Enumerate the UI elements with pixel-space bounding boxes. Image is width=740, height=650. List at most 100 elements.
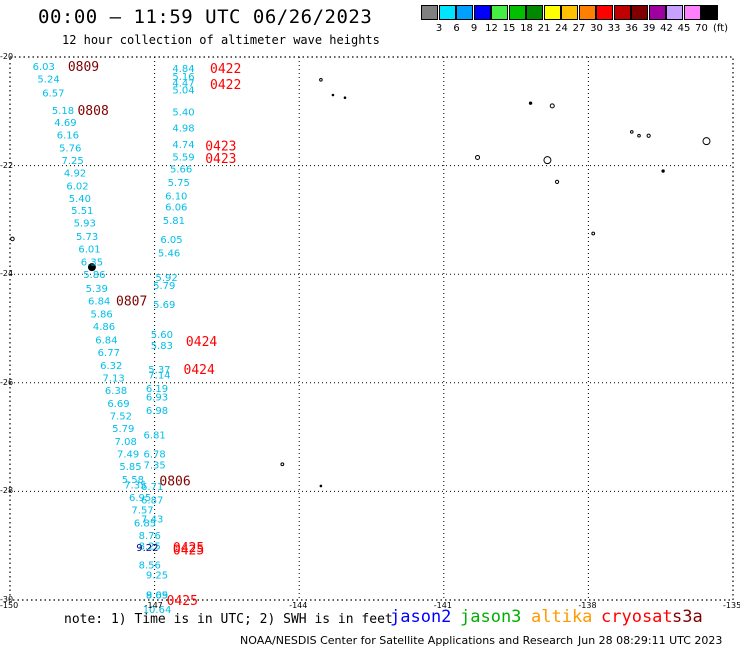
island-outline: [549, 103, 555, 109]
legend-label: 6: [453, 23, 460, 34]
swh-value: 6.16: [57, 131, 79, 142]
swh-value: 7.14: [148, 371, 170, 382]
longitude-tick-label: -141: [433, 601, 452, 610]
swh-value: 5.40: [172, 107, 194, 118]
island-outline: [319, 78, 323, 82]
island-outline: [475, 154, 481, 160]
footer-credit: NOAA/NESDIS Center for Satellite Applica…: [240, 634, 574, 647]
swh-value: 6.84: [88, 296, 110, 307]
island-outline: [637, 133, 641, 138]
swh-value: 6.32: [100, 361, 122, 372]
legend-label: 36: [625, 23, 638, 34]
swh-value: 7.35: [124, 480, 146, 491]
swh-value: 6.01: [78, 245, 100, 256]
swh-value: 9.05: [146, 591, 168, 602]
legend-label: 24: [555, 23, 568, 34]
track-time-label: 0425: [173, 544, 204, 559]
swh-value: 8.56: [139, 561, 161, 572]
legend-swatch: [456, 5, 473, 20]
legend-swatch: [526, 5, 543, 20]
island-outline: [646, 133, 651, 138]
swh-value: 5.51: [71, 206, 93, 217]
swh-value: 5.76: [59, 144, 81, 155]
swh-value: 6.78: [143, 449, 165, 460]
island-outline: [87, 263, 96, 272]
legend-swatch: [701, 5, 718, 20]
swh-value: 5.46: [158, 248, 180, 259]
swh-value: 5.58: [122, 475, 144, 486]
track-time-label: 0422: [210, 62, 241, 77]
swh-value: 7.57: [131, 505, 153, 516]
track-time-label: 0806: [159, 475, 190, 490]
legend-label: 42: [660, 23, 673, 34]
legend-swatch: [613, 5, 631, 20]
swh-value: 5.86: [90, 309, 112, 320]
track-time-label: 0425: [167, 594, 198, 609]
swh-value: 4.98: [172, 124, 194, 135]
page-subtitle: 12 hour collection of altimeter wave hei…: [62, 33, 380, 47]
satellite-name-altika: altika: [531, 607, 593, 627]
swh-value: 8.69: [146, 591, 168, 602]
legend-swatch: [491, 5, 508, 20]
legend-label: 27: [572, 23, 586, 34]
swh-value: 4.84: [172, 64, 194, 75]
island-outline: [554, 179, 560, 184]
swh-value: 6.87: [141, 496, 163, 507]
legend-label: 45: [677, 23, 691, 34]
satellite-name-jason2: jason2: [390, 607, 452, 627]
legend-swatch: [438, 5, 456, 20]
swh-value: 4.86: [93, 322, 115, 333]
swh-value: 6.93: [146, 392, 168, 403]
legend-swatch: [561, 5, 578, 20]
legend-unit: (ft): [712, 23, 729, 34]
island-outline: [10, 236, 15, 242]
satellite-name-s3a: s3a: [672, 607, 703, 627]
latitude-tick-label: -26: [0, 377, 14, 387]
swh-value: 8.25: [139, 542, 161, 553]
swh-value: 6.69: [107, 399, 129, 410]
island-outline: [319, 484, 323, 488]
swh-value: 5.16: [172, 72, 194, 83]
swh-value: 5.18: [52, 106, 74, 117]
swh-value: 5.69: [153, 300, 175, 311]
swh-value-highlight: 9.22: [136, 543, 158, 554]
swh-value: 4.47: [172, 79, 194, 90]
legend-label: 3: [435, 23, 443, 34]
swh-value: 4.74: [172, 140, 194, 151]
legend-label: 70: [695, 23, 708, 34]
wave-height-map: 6.03 5.24 6.57 5.18 4.69 6.16 5.76 7.25 4.92 6.02…: [9, 56, 734, 616]
latitude-tick-label: -28: [0, 486, 14, 496]
legend-label: 18: [520, 23, 533, 34]
swh-value: 7.13: [102, 373, 124, 384]
legend-swatch: [543, 5, 561, 20]
track-time-label: 0809: [68, 60, 99, 75]
swh-value: 4.69: [54, 118, 76, 129]
legend-swatch: [683, 5, 701, 20]
swh-value: 5.92: [156, 273, 178, 284]
swh-value: 6.84: [95, 335, 117, 346]
track-time-label: 0423: [205, 140, 236, 155]
swh-value: 5.73: [76, 232, 98, 243]
island-outline: [702, 137, 711, 146]
swh-value: 5.93: [74, 219, 96, 230]
latitude-tick-label: -20: [0, 52, 14, 61]
page-title: 00:00 – 11:59 UTC 06/26/2023: [38, 6, 373, 28]
swh-value: 5.66: [170, 164, 192, 175]
legend-swatch: [596, 5, 613, 20]
swh-value: 6.03: [33, 62, 55, 73]
swh-value: 5.75: [168, 178, 190, 189]
track-time-label: 0424: [184, 363, 215, 378]
footer-timestamp: Jun 28 08:29:11 UTC 2023: [578, 634, 723, 647]
swh-value: 6.19: [146, 384, 168, 395]
legend-label: 33: [607, 23, 621, 34]
legend-label: 15: [502, 23, 516, 34]
swh-value: 6.81: [143, 430, 165, 441]
swh-value: 6.02: [66, 182, 88, 193]
swh-value: 6.10: [165, 191, 187, 202]
swh-value: 5.85: [119, 462, 141, 473]
swh-value: 7.35: [143, 460, 165, 471]
longitude-tick-label: -144: [289, 601, 308, 610]
satellite-name-cryosat: cryosat: [601, 607, 673, 627]
island-outline: [629, 130, 634, 134]
longitude-tick-label: -147: [144, 601, 163, 610]
